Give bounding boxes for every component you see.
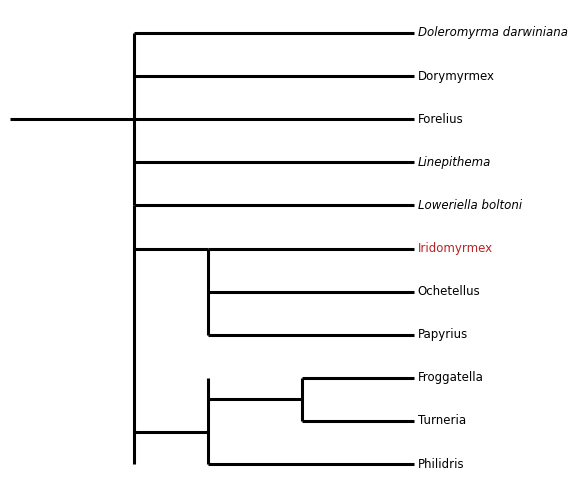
Text: Doleromyrma darwiniana: Doleromyrma darwiniana	[418, 26, 567, 39]
Text: Dorymyrmex: Dorymyrmex	[418, 70, 495, 83]
Text: Philidris: Philidris	[418, 458, 464, 471]
Text: Ochetellus: Ochetellus	[418, 285, 480, 298]
Text: Linepithema: Linepithema	[418, 156, 491, 169]
Text: Loweriella boltoni: Loweriella boltoni	[418, 199, 522, 212]
Text: Papyrius: Papyrius	[418, 328, 468, 341]
Text: Froggatella: Froggatella	[418, 371, 484, 384]
Text: Iridomyrmex: Iridomyrmex	[418, 242, 493, 255]
Text: Forelius: Forelius	[418, 113, 463, 126]
Text: Turneria: Turneria	[418, 414, 466, 427]
